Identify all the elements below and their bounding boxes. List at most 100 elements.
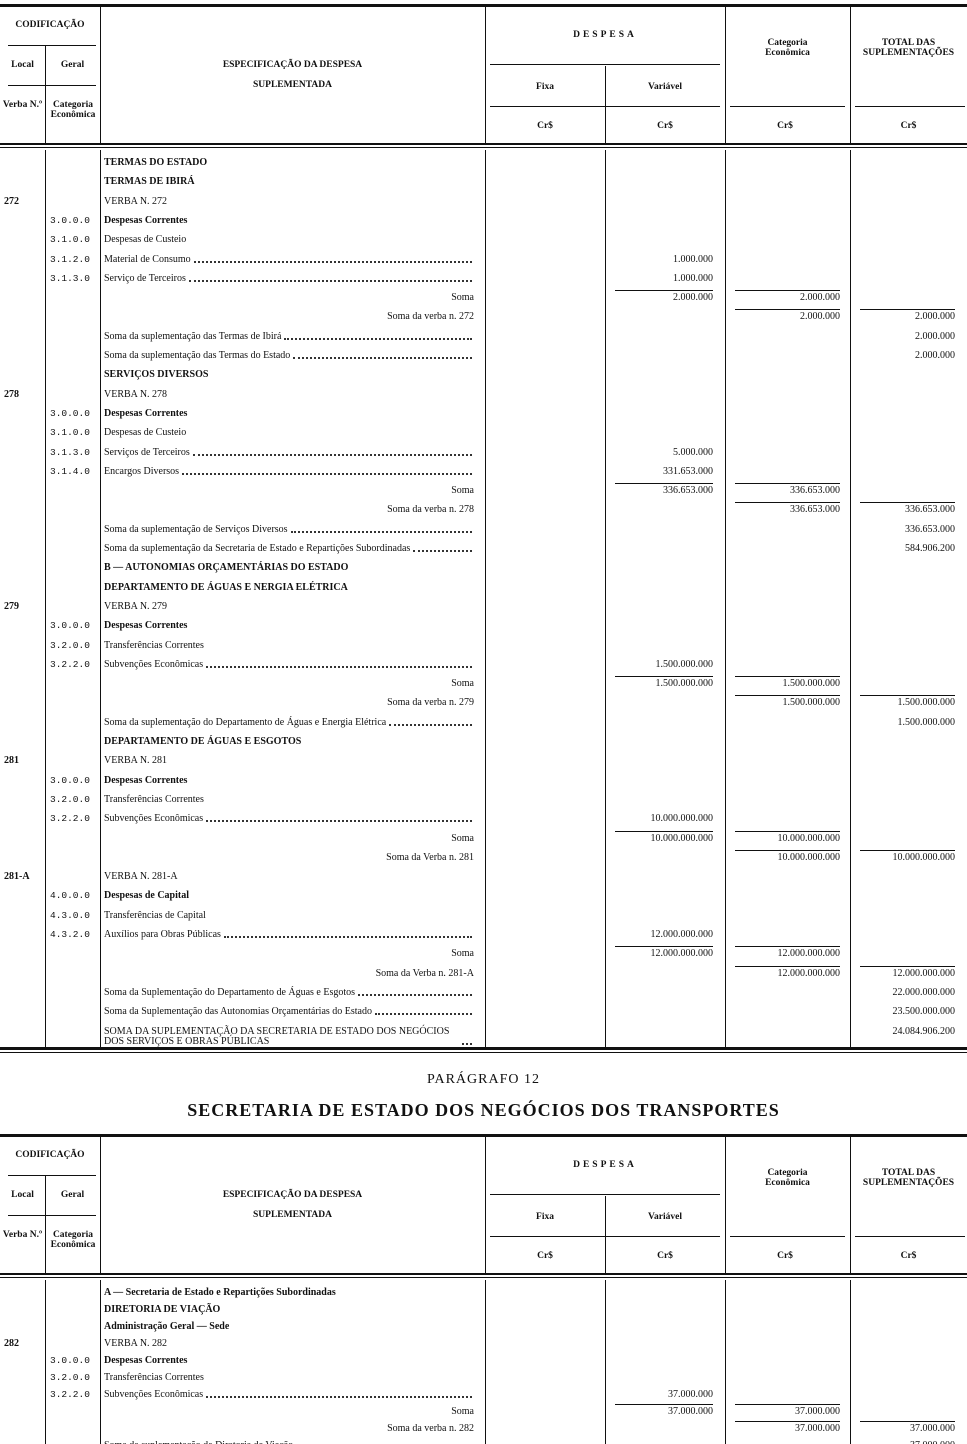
specification: SERVIÇOS DIVERSOS [104,370,474,380]
spec-text: Soma da suplementação de Serviços Divers… [104,523,288,535]
spec-text: Soma da suplementação da Diretoria de Vi… [104,1441,293,1444]
spec-text: Soma [451,948,474,960]
rule [855,106,965,107]
dot-leader [389,723,472,726]
rule [0,1047,967,1050]
rule [485,150,486,1047]
spec-text: Despesas Correntes [104,774,188,786]
categoria: Categoria Econômica [50,100,96,120]
category-code: 3.1.0.0 [50,427,90,439]
category-code: 3.0.0.0 [50,774,90,786]
rule [725,1136,726,1274]
rule [100,150,101,1047]
specification: Despesas Correntes [104,408,474,419]
rule [850,6,851,144]
specification: VERBA N. 282 [104,1339,474,1349]
categoria-economica: Categoria Econômica [765,38,810,58]
dot-leader [206,820,472,823]
rule [45,150,46,1047]
spec-text: VERBA N. 281 [104,755,168,767]
dot-leader [290,530,472,533]
total-value: 24.084.906.200 [892,1025,956,1037]
variable-value: 10.000.000.000 [650,813,714,825]
local: Local [11,60,34,70]
specification: VERBA N. 279 [104,601,474,612]
specification: Subvenções Econômicas [104,1390,474,1400]
rule [0,143,967,145]
specification: Soma da suplementação de Serviços Divers… [104,523,474,535]
especificacao: ESPECIFICAÇÃO DA DESPESA [222,60,363,70]
category-value: 336.653.000 [735,502,840,515]
specification: TERMAS DE IBIRÁ [104,177,474,187]
fixa: Fixa [536,82,554,92]
category-code: 4.3.2.0 [50,929,90,940]
dot-leader [284,337,472,340]
rule [0,1277,967,1278]
rule [485,1280,486,1444]
category-value: 336.653.000 [735,483,840,496]
variable-value: 10.000.000.000 [615,830,713,844]
specification: Despesas de Custeio [104,428,474,438]
specification: Encargos Diversos [104,466,474,477]
spec-text: Soma da suplementação das Termas de Ibir… [104,330,282,342]
currency: Cr$ [777,1251,793,1261]
rule [0,1134,967,1137]
rule [730,1236,845,1237]
spec-text: Soma da suplementação do Departamento de… [104,716,387,728]
geral: Geral [60,60,85,70]
specification: Soma [104,833,474,844]
spec-text: Soma da Verba n. 281 [386,851,474,863]
specification: DIRETORIA DE VIAÇÃO [104,1305,474,1315]
variable-value: 37.000.000 [668,1389,713,1400]
specification: Soma da Verba n. 281-A [104,968,474,979]
despesa: DESPESA [573,1160,637,1170]
spec-text: Subvenções Econômicas [104,658,204,670]
spec-text: Transferências Correntes [104,1372,204,1383]
specification: Subvenções Econômicas [104,658,474,670]
specification: Administração Geral — Sede [104,1322,474,1332]
spec-text: TERMAS DO ESTADO [104,157,208,168]
spec-text: Soma [451,485,474,497]
rule [0,1052,967,1053]
specification: Soma [104,1407,474,1417]
rule [725,150,726,1047]
rule [45,1280,46,1444]
specification: Auxílios para Obras Públicas [104,930,474,940]
specification: Despesas Correntes [104,215,474,226]
category-code: 3.2.0.0 [50,639,90,651]
variable-value: 1.000.000 [673,253,713,265]
spec-text: Despesas de Custeio [104,234,187,246]
specification: Soma da Verba n. 281 [104,851,474,863]
categoria-economica: Categoria Econômica [765,1168,810,1188]
variable-value: 12.000.000.000 [615,946,713,959]
dot-leader [206,1396,472,1398]
total-value: 10.000.000.000 [860,849,955,863]
rule [8,85,96,86]
total-value: 23.500.000.000 [892,1006,956,1018]
spec-text: DEPARTAMENTO DE ÁGUAS E NERGIA ELÉTRICA [104,581,348,593]
category-code: 3.1.3.0 [50,446,90,458]
suplementada: SUPLEMENTADA [253,1210,332,1220]
category-code: 3.1.3.0 [50,272,90,284]
category-value: 37.000.000 [735,1421,840,1434]
spec-text: VERBA N. 272 [104,195,168,207]
specification: Transferências de Capital [104,910,474,921]
rule [45,45,46,144]
specification: Serviços de Terceiros [104,447,474,458]
category-code: 3.2.2.0 [50,813,90,825]
dot-leader [413,550,472,552]
verba-code: 279 [4,600,19,612]
codificacao: CODIFICAÇÃO [15,1150,85,1160]
spec-text: SOMA DA SUPLEMENTAÇÃO DA SECRETARIA DE E… [104,1025,450,1047]
specification: VERBA N. 278 [104,389,474,400]
specification: Soma da suplementação das Termas do Esta… [104,351,474,361]
specification: TERMAS DO ESTADO [104,158,474,168]
category-value: 37.000.000 [735,1404,840,1417]
currency: Cr$ [537,1251,553,1261]
specification: Material de Consumo [104,254,474,265]
variable-value: 336.653.000 [615,483,713,496]
specification: Despesas Correntes [104,621,474,631]
specification: Soma da verba n. 282 [104,1424,474,1434]
total: TOTAL DAS SUPLEMENTAÇÕES [862,1168,955,1188]
specification: Soma [104,293,474,303]
